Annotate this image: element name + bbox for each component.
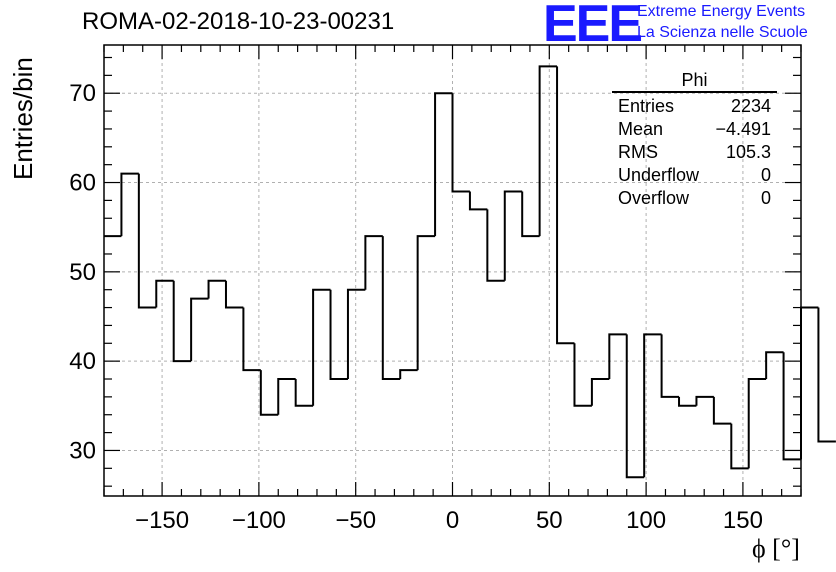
histogram-bin [399, 369, 418, 380]
histogram-bin [468, 191, 488, 211]
histogram-bin [556, 66, 575, 345]
histogram-bin [660, 334, 680, 398]
stats-label: Mean [618, 119, 664, 139]
tick-labels: −150 −100 −50 0 50 100 150 30 40 50 60 70 [69, 80, 763, 534]
histogram-bin [782, 352, 801, 461]
x-tick-label: −50 [335, 507, 376, 534]
histogram-bin [503, 190, 523, 281]
y-tick-label: 60 [69, 170, 96, 197]
stats-box: Phi Entries 2234 Mean −4.491 RMS 105.3 U… [612, 70, 777, 210]
histogram-bin [277, 378, 296, 415]
histogram-bin [573, 343, 592, 407]
histogram-bin [730, 423, 749, 470]
stats-row-entries: Entries 2234 [612, 95, 777, 118]
histogram-bin [434, 92, 453, 237]
stats-row-mean: Mean −4.491 [612, 118, 777, 141]
histogram-bin [364, 235, 383, 290]
stats-row-overflow: Overflow 0 [612, 187, 777, 210]
histogram-bin [747, 378, 767, 469]
x-tick-label: 50 [536, 507, 563, 534]
stats-label: Entries [618, 96, 675, 116]
stats-value: 0 [760, 188, 771, 208]
x-tick-label: 0 [446, 507, 459, 534]
x-tick-label: 150 [723, 507, 763, 534]
histogram-bin [346, 288, 366, 380]
histogram-bin [137, 173, 157, 309]
histogram-bin [207, 279, 226, 299]
histogram-bars [104, 65, 836, 479]
stats-label: RMS [618, 142, 658, 162]
x-tick-label: −100 [232, 507, 286, 534]
logo-subtitle-line2: La Scienza nelle Scuole [637, 24, 808, 41]
histogram-bin [521, 191, 540, 238]
histogram-bin [312, 288, 331, 406]
histogram-bin [155, 279, 174, 308]
histogram-bin [120, 172, 139, 237]
stats-label: Underflow [618, 165, 700, 185]
stats-value: 105.3 [725, 142, 771, 162]
axis-ticks [103, 45, 802, 496]
x-tick-label: −150 [135, 507, 189, 534]
stats-label: Overflow [618, 188, 690, 208]
stats-value: 2234 [730, 96, 771, 116]
histogram-bin [625, 334, 645, 479]
x-tick-label: 100 [626, 507, 666, 534]
histogram-bin [695, 395, 714, 406]
stats-value: −4.491 [715, 119, 771, 139]
histogram-bin [590, 378, 610, 406]
histogram-bin [451, 93, 470, 193]
histogram-bin [678, 396, 697, 407]
histogram-bin [486, 209, 505, 282]
y-tick-label: 70 [69, 80, 96, 107]
y-tick-label: 50 [69, 259, 96, 286]
histogram-bin [608, 333, 627, 380]
histogram-bin [172, 280, 192, 363]
stats-row-rms: RMS 105.3 [612, 141, 777, 164]
histogram-bin [190, 297, 209, 362]
histogram-bin [259, 370, 279, 416]
stats-row-underflow: Underflow 0 [612, 164, 777, 187]
histogram-bin [800, 306, 819, 460]
histogram-bin [329, 289, 348, 381]
histogram-bin [765, 351, 784, 380]
histogram-bin [224, 280, 244, 309]
histogram-bin [242, 307, 261, 372]
y-tick-label: 30 [69, 437, 96, 464]
histogram-bin [712, 396, 732, 425]
histogram-bin [538, 65, 558, 237]
chart-title: ROMA-02-2018-10-23-00231 [82, 8, 395, 35]
x-axis-label: ϕ [°] [752, 534, 800, 563]
histogram-bin [817, 307, 836, 443]
y-tick-label: 40 [69, 348, 96, 375]
stats-title: Phi [612, 70, 777, 93]
histogram-bin [416, 235, 436, 371]
histogram-bin [643, 333, 662, 478]
eee-logo-mark: EEE [543, 0, 643, 53]
histogram-bin [381, 236, 401, 381]
logo-subtitle-line1: Extreme Energy Events [637, 3, 806, 20]
stats-value: 0 [760, 165, 771, 185]
histogram-bin [294, 379, 314, 407]
y-axis-label: Entries/bin [8, 57, 38, 180]
